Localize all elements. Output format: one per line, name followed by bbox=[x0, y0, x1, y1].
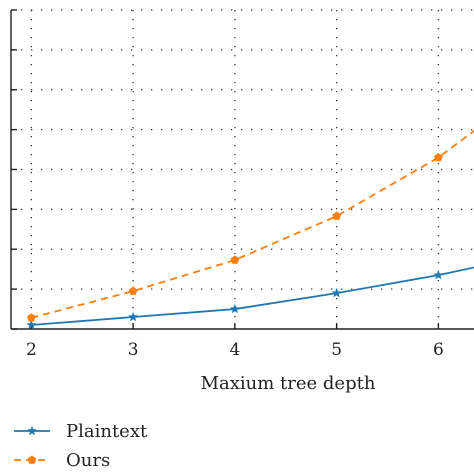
x-ticks: 2 3 4 5 6 bbox=[26, 323, 444, 360]
data-point-plaintext bbox=[128, 311, 139, 322]
x-axis-title: Maxium tree depth bbox=[201, 373, 376, 394]
legend-pentagon-icon bbox=[27, 455, 37, 464]
data-point-ours bbox=[128, 286, 138, 295]
x-tick-label: 3 bbox=[128, 340, 139, 360]
data-point-plaintext bbox=[229, 303, 240, 314]
x-tick-label: 6 bbox=[433, 340, 444, 360]
data-point-plaintext bbox=[26, 319, 37, 330]
legend-item-plaintext: Plaintext bbox=[14, 421, 148, 442]
data-point-plaintext bbox=[433, 269, 444, 280]
series-line-ours bbox=[31, 129, 474, 319]
x-tick-label: 2 bbox=[26, 340, 37, 360]
series-lines bbox=[26, 129, 474, 330]
y-ticks bbox=[11, 9, 17, 330]
legend-item-ours: Ours bbox=[14, 450, 110, 471]
data-point-ours bbox=[332, 211, 341, 220]
legend-label-plaintext: Plaintext bbox=[66, 421, 148, 442]
x-tick-label: 4 bbox=[229, 340, 240, 360]
x-tick-label: 5 bbox=[331, 340, 342, 360]
legend: Plaintext Ours bbox=[14, 421, 148, 471]
legend-label-ours: Ours bbox=[66, 450, 110, 471]
data-point-plaintext bbox=[331, 287, 342, 298]
data-point-ours bbox=[26, 313, 36, 322]
legend-star-icon bbox=[27, 425, 37, 436]
data-point-ours bbox=[230, 255, 240, 264]
data-point-ours bbox=[434, 152, 443, 162]
series-line-plaintext bbox=[31, 266, 474, 326]
